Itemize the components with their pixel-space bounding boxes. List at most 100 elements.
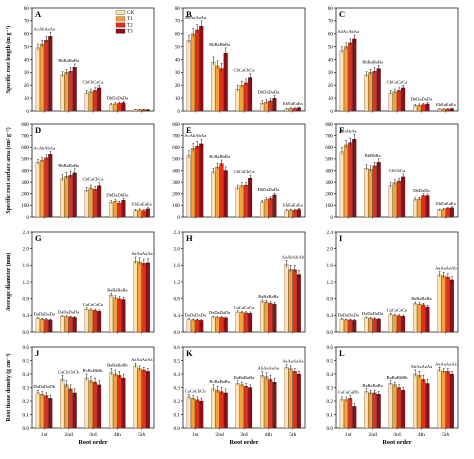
bar — [441, 371, 446, 429]
y-tick-label: 10 — [175, 96, 181, 102]
bar — [121, 102, 126, 112]
y-tick-label: 2.4 — [23, 230, 30, 236]
bar — [145, 208, 150, 218]
bar — [97, 384, 102, 429]
bar — [296, 373, 301, 429]
significance-label: CbCbCa — [389, 168, 405, 173]
bar — [348, 142, 353, 218]
bar — [60, 74, 65, 112]
significance-label: AaAaAaAa — [435, 361, 456, 366]
bar — [211, 388, 216, 429]
bar — [215, 390, 220, 429]
bar — [64, 72, 69, 112]
bar — [421, 304, 426, 333]
y-tick-label: 800 — [172, 122, 180, 128]
bar — [272, 194, 277, 218]
significance-label: EbEaEaEa — [436, 201, 456, 206]
y-tick-label: 2.4 — [174, 230, 181, 236]
bar — [437, 274, 442, 333]
y-tick-label: 600 — [325, 145, 333, 151]
bar — [235, 383, 240, 429]
bar — [259, 201, 265, 218]
y-tick-label: 0 — [330, 215, 333, 221]
bar — [60, 178, 65, 218]
bar — [339, 50, 344, 112]
y-tick-label: 200 — [172, 192, 180, 198]
y-axis-label: Root tissue density (g cm⁻³) — [5, 353, 12, 421]
panel-j: 0.0 0.1 0.2 0.3 0.4 0.5 0.6 DaDaDaDb 1st CaCbCbCb… — [23, 345, 155, 446]
y-tick-label: 0.2 — [23, 399, 30, 405]
y-tick-label: 30 — [24, 70, 30, 76]
significance-label: DbDaDaDa — [411, 97, 433, 102]
bar — [284, 367, 289, 429]
bar — [388, 92, 393, 112]
bar — [239, 384, 244, 429]
significance-label: DaDaDaDa — [184, 313, 205, 318]
bar — [141, 210, 146, 218]
panel-h: 0.0 0.4 0.8 1.2 1.6 2.0 2.4 DaDaDaDa DaDaDaDa CaC… — [174, 230, 306, 336]
x-tick-label: 3rd — [89, 432, 97, 438]
bar — [421, 195, 426, 218]
bar — [92, 310, 97, 333]
bar — [44, 157, 49, 218]
bar — [401, 316, 406, 333]
bar — [219, 68, 224, 112]
significance-label: AaAbAbAb — [282, 254, 305, 259]
legend-label: T3 — [127, 29, 133, 35]
bar — [239, 85, 244, 112]
bar — [348, 319, 353, 333]
bar — [441, 209, 446, 218]
x-tick-label: 1st — [345, 432, 352, 438]
bar — [401, 390, 406, 429]
bar — [412, 373, 418, 429]
significance-label: AcAbAbAa — [184, 133, 206, 138]
significance-label: DbDaDaDa — [107, 95, 129, 100]
significance-label: AcAbAaAa — [33, 26, 55, 31]
y-tick-label: 700 — [21, 133, 29, 139]
x-tick-label: 2nd — [215, 432, 224, 438]
y-tick-label: 80 — [328, 6, 334, 12]
bar — [372, 165, 377, 218]
bar — [352, 320, 357, 333]
x-tick-label: 3rd — [240, 432, 248, 438]
bar — [296, 274, 301, 333]
y-tick-label: 800 — [325, 122, 333, 128]
significance-label: CbCbCaCa — [83, 79, 104, 84]
bar — [339, 318, 344, 333]
y-tick-label: 0.4 — [327, 313, 334, 319]
x-axis-label: Root order — [78, 439, 107, 446]
y-tick-label: 2.0 — [174, 246, 181, 252]
y-tick-label: 0.6 — [174, 345, 181, 351]
bar — [64, 384, 69, 429]
bar — [392, 315, 397, 333]
bar — [292, 209, 297, 218]
bar — [272, 381, 277, 429]
y-tick-label: 100 — [21, 203, 29, 209]
bar — [352, 138, 357, 218]
y-tick-label: 1.6 — [327, 263, 334, 269]
bar — [108, 372, 114, 429]
bar — [348, 42, 353, 112]
bar — [343, 46, 349, 112]
bar — [284, 264, 289, 333]
bar — [243, 82, 248, 112]
significance-label: DaDaDaDa — [58, 309, 79, 314]
significance-label: EbEaEaEa — [436, 102, 456, 107]
bar — [248, 177, 253, 218]
bar — [44, 319, 49, 333]
y-tick-label: 50 — [328, 44, 334, 50]
bar — [417, 198, 422, 218]
panel-i: 0.0 0.4 0.8 1.2 1.6 2.0 2.4 DaDaDaDa DaDaDaDa CaC… — [327, 230, 459, 336]
significance-label: EbEaEaEa — [283, 203, 303, 208]
y-tick-label: 0.4 — [174, 372, 181, 378]
bar — [392, 384, 397, 429]
bar — [445, 276, 450, 333]
bar — [417, 375, 422, 429]
bar — [195, 399, 200, 429]
bar — [113, 373, 118, 429]
bar — [64, 176, 69, 218]
bar — [352, 406, 357, 429]
y-tick-label: 800 — [21, 122, 29, 128]
legend-swatch — [115, 10, 126, 15]
y-tick-label: 0.8 — [23, 296, 30, 302]
